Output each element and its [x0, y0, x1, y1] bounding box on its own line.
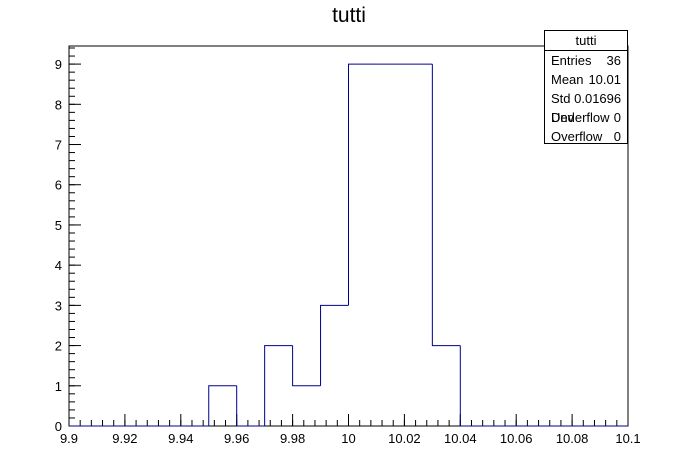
x-tick-label: 9.98	[280, 431, 305, 446]
stats-value: 0	[613, 110, 621, 125]
y-tick-label: 6	[55, 178, 62, 193]
stats-label: Mean	[551, 72, 584, 87]
y-tick-label: 2	[55, 339, 62, 354]
stats-label: Overflow	[551, 129, 603, 144]
chart-title: tutti	[332, 4, 366, 27]
stats-row-std-dev: Std Dev 0.01696	[545, 89, 627, 125]
histogram-bin	[208, 385, 237, 426]
x-tick-label: 10.06	[500, 431, 533, 446]
y-tick-label: 3	[55, 298, 62, 313]
histogram-bin	[292, 345, 321, 387]
y-tick-label: 4	[55, 258, 62, 273]
histogram-bin	[459, 345, 489, 427]
stats-value: 10.01	[588, 72, 621, 87]
y-tick-label: 1	[55, 379, 62, 394]
x-tick-label: 10	[341, 431, 355, 446]
histogram-bin	[264, 345, 293, 426]
y-tick-label: 8	[55, 97, 62, 112]
x-tick-label: 10.04	[444, 431, 477, 446]
y-tick-label: 9	[55, 57, 62, 72]
stats-label: Std Dev	[551, 91, 575, 125]
histogram-bin	[348, 63, 377, 306]
x-tick-label: 9.92	[112, 431, 137, 446]
x-tick-labels: 9.9 9.92 9.94 9.96 9.98 10 10.02 10.04 10.06 10.0…	[60, 431, 641, 446]
stats-label: Underflow	[551, 110, 610, 125]
stats-value: 36	[606, 53, 621, 68]
y-tick-label: 5	[55, 218, 62, 233]
stats-row-entries: Entries 36	[545, 51, 627, 70]
stats-box: tutti Entries 36 Mean 10.01 Std Dev 0.01…	[544, 30, 628, 144]
minor-ticks	[68, 47, 629, 427]
stats-label: Entries	[551, 53, 592, 68]
x-tick-label: 9.9	[60, 431, 78, 446]
stats-row-underflow: Underflow 0	[545, 108, 627, 127]
stats-row-mean: Mean 10.01	[545, 70, 627, 89]
histogram-bin	[236, 385, 265, 427]
stats-box-title: tutti	[545, 31, 627, 51]
x-tick-label: 9.94	[168, 431, 193, 446]
stats-row-overflow: Overflow 0	[545, 127, 627, 146]
histogram-bin	[431, 64, 461, 347]
y-tick-label: 7	[55, 138, 62, 153]
x-tick-label: 10.08	[556, 431, 589, 446]
x-tick-label: 10.02	[388, 431, 421, 446]
stats-value: 0	[613, 129, 621, 144]
histogram-series	[69, 63, 628, 427]
histogram-bin	[320, 304, 349, 386]
y-tick-labels: 0 1 2 3 4 5 6 7 8 9	[55, 57, 62, 434]
x-tick-label: 9.96	[224, 431, 249, 446]
stats-value: 0.01696	[574, 91, 622, 106]
x-tick-label: 10.1	[615, 431, 640, 446]
y-tick-label: 0	[55, 419, 62, 434]
